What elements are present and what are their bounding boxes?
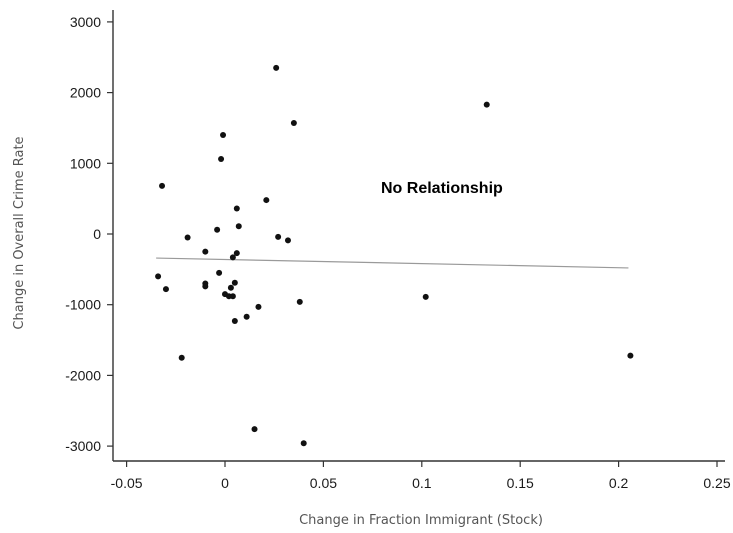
- data-point: [231, 317, 238, 324]
- data-point: [235, 223, 242, 230]
- data-point: [159, 182, 166, 189]
- x-axis: -0.05 0 0.05 0.1 0.15 0.2 0.25: [111, 460, 731, 491]
- y-tick-label: -1000: [65, 297, 101, 313]
- data-points: [155, 64, 634, 447]
- data-point: [229, 254, 236, 261]
- data-point: [184, 234, 191, 241]
- data-point: [214, 226, 221, 233]
- x-tick-label: 0.2: [609, 475, 629, 491]
- y-tick-label: 3000: [70, 14, 101, 30]
- data-point: [284, 237, 291, 244]
- data-point: [202, 248, 209, 255]
- data-point: [273, 64, 280, 71]
- y-axis: 3000 2000 1000 0 -1000 -2000 -3000: [65, 10, 114, 461]
- x-tick-label: -0.05: [111, 475, 143, 491]
- data-point: [275, 233, 282, 240]
- x-tick-label: 0.1: [412, 475, 432, 491]
- data-point: [422, 293, 429, 300]
- data-point: [231, 279, 238, 286]
- x-tick-label: 0.15: [507, 475, 534, 491]
- data-point: [255, 303, 262, 310]
- data-point: [263, 197, 270, 204]
- data-point: [483, 101, 490, 108]
- data-point: [233, 250, 240, 257]
- data-point: [300, 440, 307, 447]
- data-point: [218, 156, 225, 163]
- trend-line: [156, 257, 629, 269]
- data-point: [229, 293, 236, 300]
- x-axis-title: Change in Fraction Immigrant (Stock): [299, 513, 543, 528]
- data-point: [155, 273, 162, 280]
- y-tick-label: 1000: [70, 155, 101, 171]
- x-tick-label: 0: [221, 475, 229, 491]
- y-tick-label: -2000: [65, 367, 101, 383]
- y-tick-label: -3000: [65, 438, 101, 454]
- data-point: [290, 120, 297, 127]
- data-point: [627, 352, 634, 359]
- y-tick-label: 2000: [70, 85, 101, 101]
- y-tick-label: 0: [93, 226, 101, 242]
- y-axis-title: Change in Overall Crime Rate: [12, 136, 27, 329]
- data-point: [296, 298, 303, 305]
- data-point: [243, 313, 250, 320]
- data-point: [220, 132, 227, 139]
- data-point: [233, 205, 240, 212]
- x-tick-label: 0.25: [703, 475, 730, 491]
- no-relationship-annotation: No Relationship: [381, 180, 503, 197]
- data-point: [202, 283, 209, 290]
- data-point: [251, 426, 258, 433]
- data-point: [162, 286, 169, 293]
- data-point: [216, 269, 223, 276]
- data-point: [178, 354, 185, 361]
- data-point: [227, 284, 234, 291]
- x-tick-label: 0.05: [310, 475, 337, 491]
